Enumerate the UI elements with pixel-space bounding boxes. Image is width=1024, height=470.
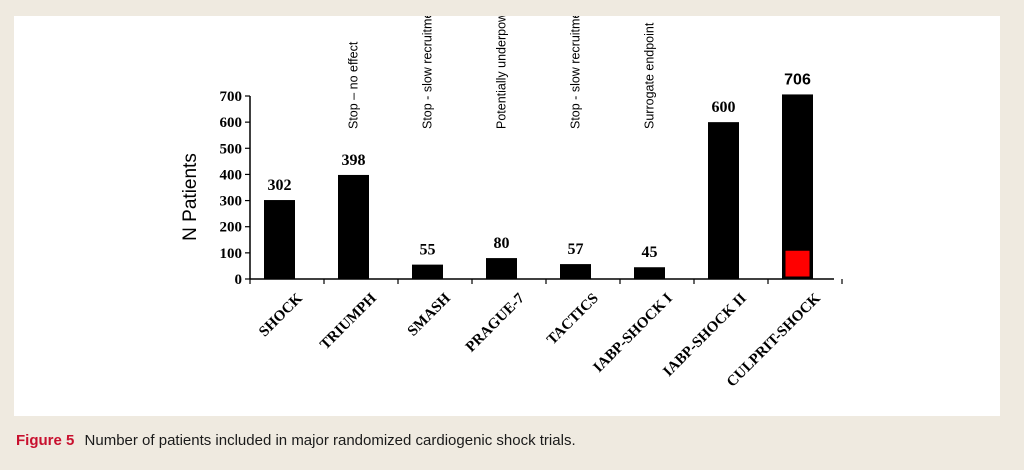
figure-panel: 0 100 200 300 400 500 600 700 302 398 55 80 57 45 600…: [14, 16, 1000, 416]
bar: [782, 94, 813, 279]
value-label: 706: [784, 71, 811, 88]
y-tick-label: 0: [235, 272, 243, 288]
value-label: 600: [712, 99, 736, 116]
value-label: 57: [568, 241, 584, 258]
bar: [560, 264, 591, 279]
bar: [338, 174, 369, 279]
bar-chart: 0 100 200 300 400 500 600 700 302 398 55 80 57 45 600…: [180, 16, 843, 390]
bar: [486, 258, 517, 279]
category-labels: SHOCK TRIUMPH SMASH PRAGUE-7 TACTICSIABP-SHO…: [256, 290, 824, 390]
bar: [708, 122, 739, 280]
category-label: IABP-SHOCK I: [591, 290, 676, 375]
value-label: 45: [642, 244, 658, 261]
bar-annotation: Stop - slow recruitment: [421, 16, 435, 129]
value-label: 55: [420, 242, 436, 259]
category-label: TACTICS: [544, 291, 602, 349]
figure-caption: Figure 5 Number of patients included in …: [16, 432, 576, 449]
y-tick-label: 400: [220, 167, 243, 183]
bar: [412, 264, 443, 279]
value-label: 80: [494, 235, 510, 252]
y-tick-label: 300: [220, 194, 243, 210]
bar: [264, 200, 295, 279]
category-label: SHOCK: [256, 290, 306, 340]
caption-text: Number of patients included in major ran…: [84, 432, 576, 449]
y-tick-label: 200: [220, 220, 243, 236]
y-axis-label: N Patients: [180, 153, 201, 241]
y-tick-label: 600: [220, 115, 243, 131]
y-tick-label: 500: [220, 141, 243, 157]
bar: [634, 267, 665, 279]
y-axis: 0 100 200 300 400 500 600 700: [220, 89, 251, 288]
annotations: Stop – no effect Stop - slow recruitment P…: [347, 16, 657, 129]
category-label: PRAGUE-7: [463, 290, 528, 355]
category-label: SMASH: [405, 290, 454, 339]
bar-annotation: Surrogate endpoint: [643, 22, 657, 129]
bar-annotation: Potentially underpowered: [495, 16, 509, 129]
bars: 302 398 55 80 57 45 600 706: [264, 71, 813, 280]
bar-annotation: Stop – no effect: [347, 41, 361, 129]
y-tick-label: 700: [220, 89, 243, 105]
category-label: TRIUMPH: [317, 290, 380, 353]
bar-annotation: Stop - slow recruitment: [569, 16, 583, 129]
figure-number: Figure 5: [16, 432, 75, 449]
value-label: 398: [342, 152, 366, 169]
y-tick-label: 100: [220, 246, 243, 262]
value-label: 302: [268, 177, 292, 194]
bar-highlight: [784, 249, 811, 278]
x-axis: [249, 278, 843, 284]
